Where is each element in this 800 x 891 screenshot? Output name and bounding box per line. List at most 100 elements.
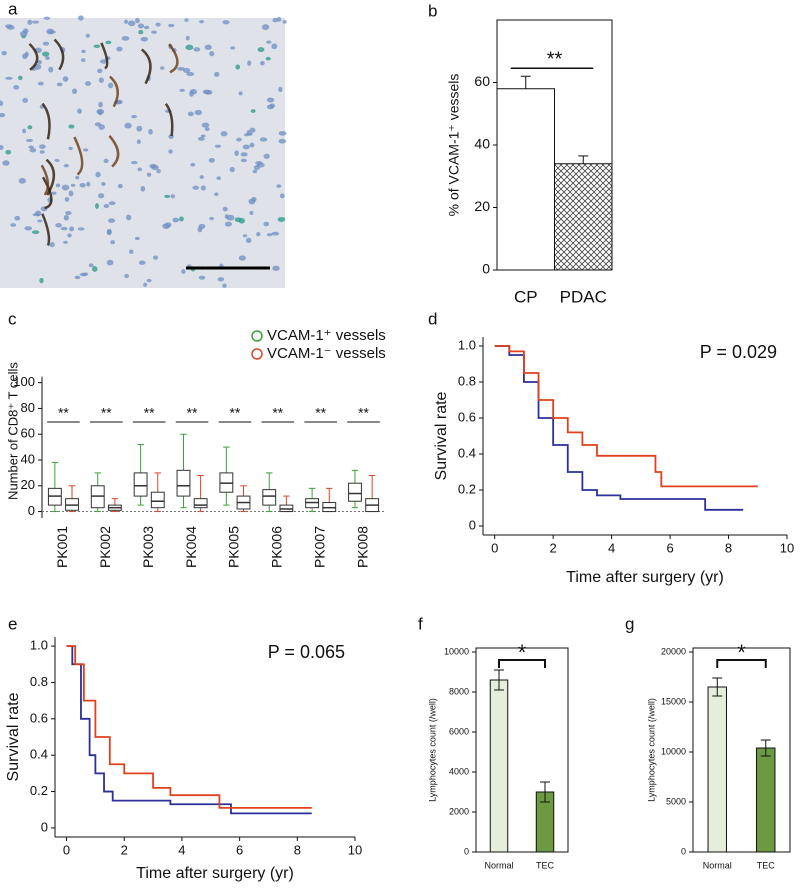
nucleus	[151, 164, 159, 171]
nucleus	[278, 138, 287, 144]
nucleus	[266, 104, 274, 110]
nucleus	[153, 255, 159, 260]
y-tick-label: 0.8	[30, 674, 48, 689]
x-tick-label: PK004	[183, 526, 199, 568]
box	[176, 469, 191, 497]
survival-curve	[66, 645, 312, 809]
x-tick-label: 8	[294, 842, 301, 857]
nucleus	[24, 51, 29, 57]
y-tick-label: 0.6	[30, 710, 48, 725]
nucleus	[278, 86, 283, 93]
nucleus	[18, 177, 27, 184]
y-axis-label: Survival rate	[433, 391, 450, 480]
nucleus	[79, 272, 87, 277]
nucleus	[0, 100, 4, 107]
nucleus	[42, 51, 50, 57]
y-tick-label: 0	[464, 846, 469, 856]
nucleus	[98, 101, 103, 108]
y-tick-label: 0.4	[458, 445, 476, 460]
y-tick-label: 0.4	[30, 747, 48, 762]
x-tick-label: 2	[550, 540, 557, 555]
nucleus	[146, 278, 152, 283]
vessel	[40, 164, 50, 196]
nucleus	[208, 157, 215, 163]
nucleus	[253, 164, 260, 171]
axes-frame	[692, 647, 791, 853]
nucleus	[124, 122, 132, 129]
nucleus	[25, 138, 33, 143]
nucleus	[278, 130, 287, 136]
nucleus	[181, 269, 186, 275]
significance-bracket	[498, 659, 546, 668]
vessel	[108, 135, 120, 168]
nucleus	[230, 46, 236, 50]
nucleus	[209, 50, 215, 57]
nucleus	[177, 66, 185, 71]
nucleus	[272, 265, 280, 271]
nucleus	[49, 242, 55, 248]
vessel	[140, 48, 152, 85]
significance: *	[518, 640, 527, 665]
nucleus	[55, 183, 61, 188]
y-axis-label: Lymphocytes count (/well)	[427, 698, 437, 802]
nucleus	[199, 175, 204, 179]
y-tick-label: 0.2	[30, 783, 48, 798]
y-axis-label: Number of CD8⁺ T cells	[5, 362, 20, 500]
box	[348, 482, 362, 502]
nucleus	[72, 88, 78, 95]
micrograph-texture	[0, 15, 287, 288]
nucleus	[135, 17, 140, 24]
nucleus	[261, 24, 270, 31]
bar	[707, 686, 727, 853]
nucleus	[35, 210, 42, 217]
nucleus	[80, 58, 86, 63]
nucleus	[61, 184, 70, 191]
y-tick-label: 10000	[661, 746, 686, 756]
nucleus	[107, 82, 114, 89]
x-tick-label: 0	[491, 540, 498, 555]
nucleus	[250, 109, 256, 113]
bar	[756, 747, 776, 853]
vessel	[164, 102, 174, 137]
x-tick-label: TEC	[536, 860, 555, 870]
nucleus	[200, 134, 206, 138]
nucleus	[5, 76, 13, 80]
nucleus	[116, 99, 123, 105]
nucleus	[243, 133, 250, 137]
legend-marker	[251, 348, 263, 360]
y-tick-label: 0	[28, 503, 35, 518]
nucleus	[238, 255, 246, 261]
vessel	[100, 42, 109, 70]
nucleus	[217, 277, 225, 282]
axes-frame	[475, 647, 569, 853]
nucleus	[74, 275, 81, 280]
nucleus	[143, 282, 148, 287]
nucleus	[70, 183, 76, 187]
bar	[554, 163, 613, 271]
nucleus	[187, 111, 194, 117]
nucleus	[65, 210, 72, 216]
x-tick-label: PK008	[354, 526, 370, 568]
nucleus	[31, 230, 40, 235]
nucleus	[151, 30, 157, 34]
nucleus	[220, 131, 228, 137]
nucleus	[93, 44, 101, 49]
x-tick-label: 4	[608, 540, 615, 555]
nucleus	[101, 181, 106, 187]
x-tick-label: PK003	[140, 526, 156, 568]
nucleus	[272, 17, 279, 23]
nucleus	[22, 97, 29, 103]
y-tick-label: 10000	[444, 646, 469, 656]
nucleus	[127, 20, 136, 27]
legend-label: VCAM-1⁺ vessels	[267, 327, 386, 344]
nucleus	[81, 49, 86, 54]
nucleus	[146, 172, 152, 177]
nucleus	[63, 163, 69, 168]
x-tick-label: 6	[666, 540, 673, 555]
nucleus	[2, 160, 10, 166]
nucleus	[98, 77, 104, 83]
nucleus	[37, 59, 42, 65]
vessel	[41, 213, 51, 246]
nucleus	[138, 260, 146, 265]
nucleus	[123, 19, 129, 24]
